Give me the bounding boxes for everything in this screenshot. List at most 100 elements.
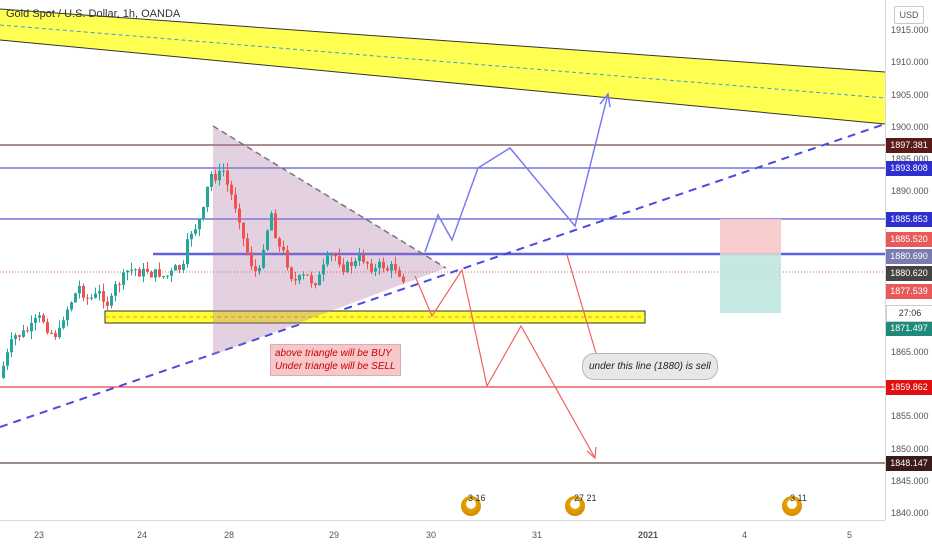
event-flag-icon[interactable] [461,496,481,516]
candle-body [126,270,129,273]
candle-body [354,260,357,267]
candlestick-series [2,162,405,379]
channel-mid-line [0,24,886,99]
sell-projection-path-1[interactable] [414,268,596,459]
candle-body [102,291,105,302]
time-tick-label: 5 [847,530,853,540]
candle-body [150,271,153,278]
sell-note[interactable]: under this line (1880) is sell [582,353,718,380]
candle-body [370,263,373,272]
price-tag-1871[interactable]: 1871.497 [886,321,932,336]
symbol-title[interactable]: Gold Spot / U.S. Dollar, 1h, OANDA [6,8,181,20]
price-tag-1880-690[interactable]: 1880.690 [886,249,932,264]
price-tag-1859[interactable]: 1859.862 [886,380,932,395]
candle-body [290,267,293,280]
time-tick-label: 28 [224,530,235,540]
price-tick-label: 1900.000 [891,122,929,132]
candle-body [350,261,353,267]
triangle-note-line2: Under triangle will be SELL [275,361,396,372]
channel-top-line [0,8,886,73]
candle-body [278,238,281,247]
time-tick-label: 24 [137,530,148,540]
candle-body [298,275,301,281]
candle-body [206,186,209,208]
event-flag-icon[interactable] [782,496,802,516]
candle-body [34,317,37,323]
candle-body [62,320,65,328]
candle-body [226,170,229,185]
price-tag-1848[interactable]: 1848.147 [886,456,932,471]
price-tag-1897[interactable]: 1897.381 [886,138,932,153]
candle-body [6,352,9,366]
candle-body [238,208,241,223]
price-tag-1885-520[interactable]: 1885.520 [886,232,932,247]
price-tick-label: 1840.000 [891,508,929,518]
candle-body [274,213,277,239]
price-tag-1880-620[interactable]: 1880.620 [886,266,932,281]
rising-trendline[interactable] [0,123,886,428]
candle-body [66,309,69,321]
candle-body [26,330,29,332]
candle-body [218,170,221,181]
price-tick-label: 1890.000 [891,186,929,196]
candle-body [170,270,173,276]
candle-body [258,267,261,272]
candle-body [242,222,245,239]
candle-body [294,279,297,281]
candle-body [110,295,113,306]
candle-body [198,219,201,230]
price-tag-1877[interactable]: 1877.539 [886,284,932,299]
triangle-top-edge [212,125,447,269]
short-position-target[interactable] [720,254,781,313]
buy-projection-path[interactable] [424,93,609,253]
price-tick-label: 1915.000 [891,25,929,35]
candle-body [314,283,317,286]
candle-body [10,339,13,353]
candle-body [74,293,77,303]
price-tick-label: 1905.000 [891,90,929,100]
candle-body [38,315,41,318]
candle-body [122,272,125,285]
time-tick-label: 23 [34,530,45,540]
candle-body [50,332,53,334]
triangle-note[interactable]: above triangle will be BUY Under triangl… [270,344,401,376]
candle-body [46,322,49,333]
candle-body [234,194,237,209]
chart-plot-area[interactable]: Gold Spot / U.S. Dollar, 1h, OANDA above… [0,0,886,520]
channel-band [0,9,885,124]
candle-body [194,229,197,234]
candle-body [266,230,269,250]
candle-body [86,297,89,299]
candle-body [326,255,329,265]
currency-button[interactable]: USD [894,6,924,24]
short-position-risk[interactable] [720,219,781,254]
channel-bottom-line [0,39,886,125]
candle-body [154,269,157,278]
candle-body [54,332,57,338]
event-label: 3 11 [790,493,807,503]
candle-body [318,274,321,286]
time-tick-label: 29 [329,530,340,540]
candle-body [138,269,141,277]
candle-body [146,268,149,272]
candle-body [382,261,385,269]
time-axis[interactable]: 23 24 28 29 30 31 2021 4 5 [0,520,885,551]
candle-body [374,268,377,272]
candle-body [358,255,361,261]
event-flag-icon[interactable] [565,496,585,516]
time-tick-label: 30 [426,530,437,540]
candle-body [158,269,161,277]
triangle-pattern[interactable] [213,126,446,355]
candle-body [270,213,273,231]
candle-body [118,284,121,286]
candle-body [18,335,21,337]
candle-body [310,275,313,284]
price-tag-1893[interactable]: 1893.808 [886,161,932,176]
candle-body [78,285,81,294]
price-tick-label: 1850.000 [891,444,929,454]
chart-canvas[interactable] [0,0,886,520]
price-tick-label: 1895.000 [891,154,929,164]
price-tag-1885-853[interactable]: 1885.853 [886,212,932,227]
candle-body [322,264,325,275]
